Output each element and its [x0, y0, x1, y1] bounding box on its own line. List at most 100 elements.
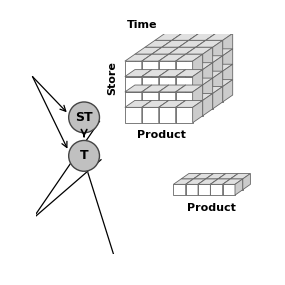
Polygon shape: [142, 85, 169, 92]
Polygon shape: [125, 107, 142, 123]
Polygon shape: [198, 179, 206, 195]
Polygon shape: [235, 179, 243, 195]
Polygon shape: [142, 70, 169, 77]
Polygon shape: [186, 179, 206, 184]
Polygon shape: [189, 80, 216, 87]
Polygon shape: [152, 100, 169, 116]
Polygon shape: [142, 54, 152, 77]
Polygon shape: [223, 179, 243, 184]
Polygon shape: [193, 54, 203, 77]
Polygon shape: [186, 63, 196, 85]
Polygon shape: [159, 100, 186, 107]
Polygon shape: [206, 33, 233, 40]
Polygon shape: [162, 40, 189, 47]
Polygon shape: [189, 64, 199, 87]
Polygon shape: [162, 47, 179, 63]
Polygon shape: [206, 40, 223, 56]
Polygon shape: [181, 179, 194, 190]
Polygon shape: [189, 40, 206, 56]
Polygon shape: [206, 174, 226, 179]
Polygon shape: [162, 93, 179, 109]
Text: Store: Store: [107, 61, 117, 95]
Polygon shape: [206, 174, 213, 190]
Polygon shape: [152, 70, 169, 85]
Polygon shape: [135, 54, 152, 70]
Polygon shape: [196, 87, 223, 93]
Polygon shape: [142, 85, 152, 107]
Polygon shape: [196, 40, 206, 63]
Polygon shape: [159, 54, 186, 61]
Polygon shape: [223, 80, 233, 102]
Polygon shape: [152, 85, 169, 100]
Polygon shape: [206, 49, 216, 71]
Circle shape: [69, 102, 99, 133]
Polygon shape: [135, 63, 162, 70]
Polygon shape: [159, 107, 176, 123]
Polygon shape: [179, 78, 196, 93]
Polygon shape: [169, 93, 196, 100]
Polygon shape: [176, 54, 186, 77]
Polygon shape: [186, 100, 203, 116]
Polygon shape: [155, 71, 172, 87]
Polygon shape: [125, 54, 152, 61]
Polygon shape: [179, 93, 196, 109]
Polygon shape: [179, 87, 206, 93]
Text: Time: Time: [127, 20, 157, 30]
Polygon shape: [162, 71, 189, 78]
Polygon shape: [181, 174, 201, 179]
Polygon shape: [206, 64, 216, 87]
Polygon shape: [186, 78, 213, 85]
Polygon shape: [169, 54, 186, 70]
Polygon shape: [179, 56, 206, 63]
Text: Product: Product: [137, 131, 186, 141]
Polygon shape: [213, 71, 223, 93]
Polygon shape: [206, 64, 233, 71]
Polygon shape: [172, 64, 182, 87]
Polygon shape: [169, 100, 186, 116]
Polygon shape: [186, 54, 203, 70]
Text: T: T: [80, 149, 88, 162]
Polygon shape: [173, 184, 186, 195]
Polygon shape: [142, 92, 159, 107]
Polygon shape: [172, 49, 182, 71]
Polygon shape: [152, 93, 162, 116]
Polygon shape: [186, 47, 213, 54]
Polygon shape: [176, 70, 186, 92]
Polygon shape: [125, 100, 152, 107]
Polygon shape: [125, 92, 142, 107]
Polygon shape: [142, 61, 159, 77]
Polygon shape: [155, 80, 182, 87]
Polygon shape: [162, 56, 189, 63]
Polygon shape: [194, 174, 213, 179]
Polygon shape: [169, 93, 179, 116]
Polygon shape: [179, 71, 206, 78]
Polygon shape: [196, 87, 206, 109]
Polygon shape: [196, 93, 213, 109]
Polygon shape: [145, 47, 162, 63]
Polygon shape: [169, 63, 179, 85]
Polygon shape: [152, 63, 162, 85]
Polygon shape: [206, 80, 233, 87]
Polygon shape: [218, 174, 226, 190]
Polygon shape: [179, 40, 206, 47]
Polygon shape: [206, 71, 223, 87]
Polygon shape: [196, 71, 206, 93]
Polygon shape: [179, 71, 189, 93]
Polygon shape: [186, 78, 196, 100]
Polygon shape: [125, 85, 152, 92]
Polygon shape: [194, 179, 206, 190]
Polygon shape: [172, 49, 199, 56]
Polygon shape: [206, 49, 233, 56]
Polygon shape: [189, 56, 206, 71]
Polygon shape: [159, 54, 169, 77]
Polygon shape: [155, 40, 172, 56]
Polygon shape: [172, 56, 189, 71]
Polygon shape: [186, 70, 203, 85]
Polygon shape: [169, 70, 186, 85]
Polygon shape: [162, 87, 189, 93]
Polygon shape: [176, 107, 193, 123]
Polygon shape: [135, 85, 152, 100]
Polygon shape: [155, 56, 172, 71]
Polygon shape: [210, 184, 223, 195]
Polygon shape: [198, 184, 210, 195]
